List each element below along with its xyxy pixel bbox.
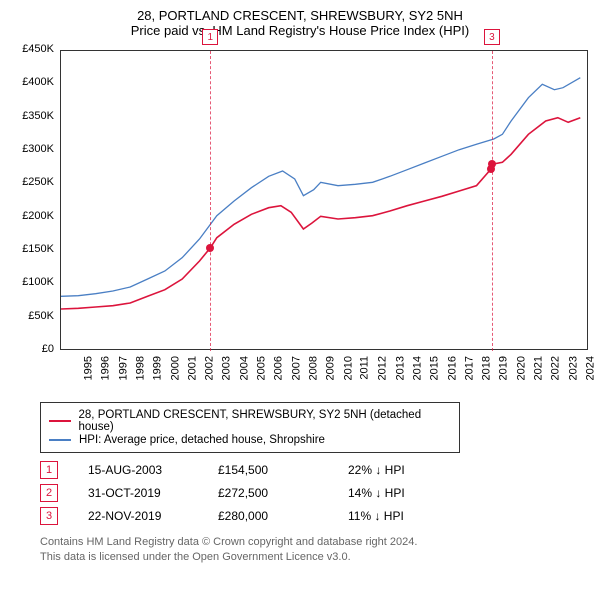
x-tick-label: 2024 [585,356,597,380]
footer-text: Contains HM Land Registry data © Crown c… [40,535,594,565]
legend-label: 28, PORTLAND CRESCENT, SHREWSBURY, SY2 5… [79,409,451,433]
y-tick-label: £100K [6,276,54,288]
sale-row: 1 15-AUG-2003 £154,500 22% ↓ HPI [40,461,594,479]
x-tick-label: 1996 [100,356,112,380]
sale-delta: 22% ↓ HPI [348,463,448,477]
sale-date: 31-OCT-2019 [88,486,188,500]
sale-price: £154,500 [218,463,318,477]
legend-box: 28, PORTLAND CRESCENT, SHREWSBURY, SY2 5… [40,402,460,453]
sales-table: 1 15-AUG-2003 £154,500 22% ↓ HPI 2 31-OCT-201… [40,461,594,525]
x-tick-label: 2010 [342,356,354,380]
y-tick-label: £0 [6,343,54,355]
x-tick-label: 2016 [446,356,458,380]
sale-marker-dot [487,165,495,173]
sale-marker-line [210,51,211,351]
x-tick-label: 2004 [238,356,250,380]
sale-date: 15-AUG-2003 [88,463,188,477]
x-tick-label: 1997 [117,356,129,380]
x-tick-label: 2000 [169,356,181,380]
sale-marker-badge: 1 [202,29,218,45]
x-tick-label: 2006 [273,356,285,380]
legend-item: HPI: Average price, detached house, Shro… [49,434,451,446]
footer-line-2: This data is licensed under the Open Gov… [40,550,594,565]
y-tick-label: £400K [6,76,54,88]
x-tick-label: 1999 [152,356,164,380]
sale-marker-badge: 3 [484,29,500,45]
title-line-1: 28, PORTLAND CRESCENT, SHREWSBURY, SY2 5… [6,8,594,23]
x-tick-label: 2019 [498,356,510,380]
x-tick-label: 2022 [550,356,562,380]
line-series-svg [61,51,589,351]
y-tick-label: £50K [6,310,54,322]
x-tick-label: 2008 [308,356,320,380]
x-tick-label: 2012 [377,356,389,380]
y-tick-label: £200K [6,210,54,222]
sale-number-badge: 3 [40,507,58,525]
sale-marker-line [492,51,493,351]
y-tick-label: £450K [6,43,54,55]
x-tick-label: 1995 [82,356,94,380]
footer-line-1: Contains HM Land Registry data © Crown c… [40,535,594,550]
plot-area: 13 [60,50,588,350]
x-tick-label: 2023 [567,356,579,380]
legend-item: 28, PORTLAND CRESCENT, SHREWSBURY, SY2 5… [49,409,451,433]
sale-date: 22-NOV-2019 [88,509,188,523]
sale-number-badge: 1 [40,461,58,479]
sale-marker-dot [206,244,214,252]
y-tick-label: £150K [6,243,54,255]
sale-row: 3 22-NOV-2019 £280,000 11% ↓ HPI [40,507,594,525]
x-tick-label: 2005 [256,356,268,380]
x-tick-label: 2020 [515,356,527,380]
x-tick-label: 2015 [429,356,441,380]
x-tick-label: 2002 [204,356,216,380]
legend-swatch [49,439,71,441]
x-tick-label: 1998 [134,356,146,380]
sale-delta: 11% ↓ HPI [348,509,448,523]
legend-swatch [49,420,71,422]
x-tick-label: 2007 [290,356,302,380]
chart-titles: 28, PORTLAND CRESCENT, SHREWSBURY, SY2 5… [6,8,594,38]
series-line [61,118,580,309]
x-tick-label: 2013 [394,356,406,380]
x-tick-label: 2021 [533,356,545,380]
chart-container: £0 £50K £100K £150K £200K £250K £300K £350K £400… [6,46,594,396]
x-tick-label: 2011 [359,356,371,380]
x-tick-label: 2003 [221,356,233,380]
legend-label: HPI: Average price, detached house, Shro… [79,434,325,446]
y-tick-label: £250K [6,176,54,188]
title-line-2: Price paid vs. HM Land Registry's House … [6,23,594,38]
y-tick-label: £350K [6,110,54,122]
sale-delta: 14% ↓ HPI [348,486,448,500]
x-tick-label: 2001 [186,356,198,380]
y-tick-label: £300K [6,143,54,155]
sale-number-badge: 2 [40,484,58,502]
x-tick-label: 2009 [325,356,337,380]
x-tick-label: 2014 [411,356,423,380]
x-tick-label: 2017 [463,356,475,380]
x-tick-label: 2018 [481,356,493,380]
sale-price: £280,000 [218,509,318,523]
sale-row: 2 31-OCT-2019 £272,500 14% ↓ HPI [40,484,594,502]
sale-price: £272,500 [218,486,318,500]
series-line [61,78,580,297]
